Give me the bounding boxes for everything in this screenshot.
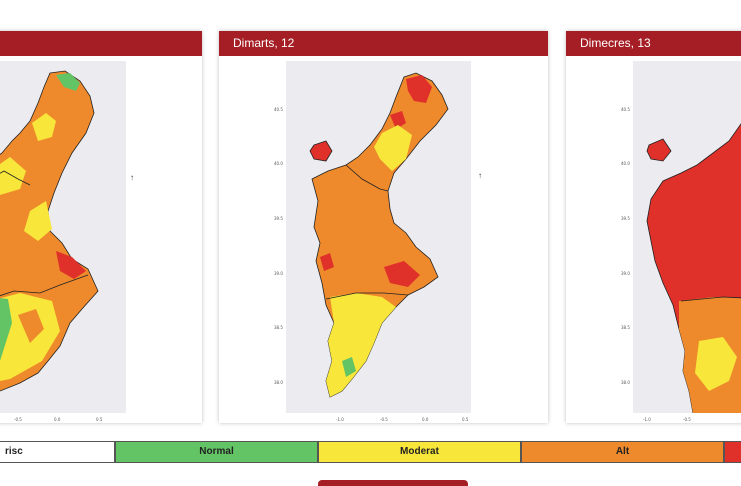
zone-boundary-1 xyxy=(680,296,741,302)
region-enclave xyxy=(309,140,333,162)
legend-item-molt-alt xyxy=(724,441,741,463)
risk-legend: risc Normal Moderat Alt xyxy=(0,441,741,463)
x-tick: 0.0 xyxy=(422,417,429,422)
y-tick: 38.5 xyxy=(621,325,630,330)
bottom-action-button[interactable] xyxy=(318,480,468,486)
zone-red-central xyxy=(384,261,420,287)
zone-yellow-center xyxy=(24,201,52,241)
legend-label: Normal xyxy=(199,446,234,457)
region-map xyxy=(646,123,741,413)
legend-item-moderat: Moderat xyxy=(318,441,521,463)
x-tick: 0.5 xyxy=(96,417,103,422)
y-tick: 39.5 xyxy=(621,216,630,221)
y-tick: 38.0 xyxy=(621,380,630,385)
y-tick: 39.0 xyxy=(621,271,630,276)
card-title: Dimecres, 13 xyxy=(580,36,651,50)
forecast-card-day-1: -0.5 0.0 0.5 ↑ xyxy=(0,31,202,423)
x-tick: -0.5 xyxy=(683,417,691,422)
zone-orange-south xyxy=(18,309,44,343)
y-tick: 40.0 xyxy=(621,161,630,166)
x-tick: 0.0 xyxy=(54,417,61,422)
map-plot: 40.5 40.0 39.5 39.0 38.5 38.0 -1.0 -0.5 xyxy=(621,61,741,422)
forecast-card-day-3: Dimecres, 13 40.5 40.0 39.5 39.0 38.5 38… xyxy=(566,31,741,423)
legend-item-low-risk: risc xyxy=(0,441,115,463)
x-tick: 0.5 xyxy=(462,417,469,422)
zone-red-center xyxy=(56,251,86,279)
forecast-card-day-2: Dimarts, 12 40.5 40.0 39.5 39.0 38.5 xyxy=(219,31,548,423)
x-tick: -1.0 xyxy=(643,417,651,422)
map-plot: -0.5 0.0 0.5 xyxy=(0,61,126,422)
zone-boundary-1 xyxy=(345,164,389,192)
zone-green-south xyxy=(342,357,356,377)
legend-label: risc xyxy=(5,446,23,457)
north-arrow-icon: ↑ xyxy=(130,173,134,182)
x-tick: -0.5 xyxy=(14,417,22,422)
region-map xyxy=(309,72,449,398)
y-tick: 40.0 xyxy=(274,161,283,166)
x-tick: -1.0 xyxy=(336,417,344,422)
region-map xyxy=(0,70,99,392)
legend-item-alt: Alt xyxy=(521,441,724,463)
north-arrow-icon: ↑ xyxy=(478,171,482,180)
zone-red-west xyxy=(320,253,334,271)
card-header: Dimecres, 13 xyxy=(566,31,741,56)
zone-boundary-2 xyxy=(325,292,409,300)
y-tick: 39.5 xyxy=(274,216,283,221)
zone-yellow-north xyxy=(32,113,56,141)
zone-green-north xyxy=(56,73,80,91)
y-tick: 39.0 xyxy=(274,271,283,276)
y-tick: 38.5 xyxy=(274,325,283,330)
card-header xyxy=(0,31,202,56)
zone-yellow-north xyxy=(374,125,412,171)
map-plot: 40.5 40.0 39.5 39.0 38.5 38.0 -1.0 -0.5 … xyxy=(274,61,471,422)
zone-boundary-2 xyxy=(0,274,89,297)
zone-yellow-south xyxy=(695,337,737,391)
zone-green-south xyxy=(0,298,12,361)
y-tick: 38.0 xyxy=(274,380,283,385)
zone-boundary-1 xyxy=(0,170,31,186)
zone-red-north xyxy=(406,75,432,103)
zone-red-north-2 xyxy=(390,111,406,129)
legend-item-normal: Normal xyxy=(115,441,318,463)
zone-yellow-south xyxy=(326,293,396,397)
legend-label: Moderat xyxy=(400,446,439,457)
card-title: Dimarts, 12 xyxy=(233,36,295,50)
x-tick: -0.5 xyxy=(380,417,388,422)
y-tick: 40.5 xyxy=(621,107,630,112)
card-header: Dimarts, 12 xyxy=(219,31,548,56)
y-tick: 40.5 xyxy=(274,107,283,112)
legend-label: Alt xyxy=(615,446,630,457)
region-enclave xyxy=(646,138,672,162)
